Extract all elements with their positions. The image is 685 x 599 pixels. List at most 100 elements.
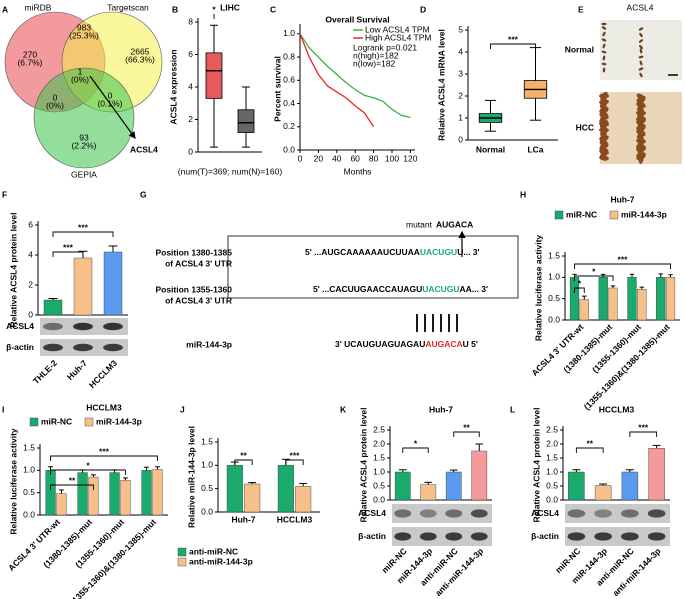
bar [295,486,312,513]
y-tick-label: 0.4 [283,98,295,108]
panel-letter: E [578,4,584,14]
ihc-stain [601,50,607,54]
y-tick-label: 0 [28,309,33,319]
ihc-stain [601,38,607,42]
panel-letter: C [270,4,276,14]
x-tick-label: anti-miR-144-3p [433,546,485,598]
venn-set-label: miRDB [25,2,52,12]
significance-bracket [52,251,84,257]
sequence-label: Position 1355-1360 [155,284,232,294]
significance-bracket [234,459,253,465]
sequence-part: UACUGU [422,284,459,294]
bar [627,277,637,321]
sequence-part: 3' UCAUGUAGUAGAU [335,339,425,349]
sequence-part: AUGACA [425,339,462,349]
venn-percent: (0%) [46,100,64,110]
survival-line [299,33,375,128]
x-axis-label: (num(T)=369; num(N)=160) [178,166,283,176]
sequence-label: miR-144-3p [186,339,232,349]
x-tick-label: THLE-2 [31,358,59,386]
legend-swatch [29,417,39,427]
blot [565,527,670,546]
ihc-row-label: Normal [565,44,594,54]
ihc-stain [639,32,643,38]
bar [471,450,488,501]
ihc-stain [638,96,644,106]
blot [392,527,492,546]
y-tick-label: 1.5 [201,436,213,446]
bar [621,471,639,501]
legend-label: miR-144-3p [621,209,667,219]
significance-label: * [414,438,418,448]
significance-label: * [578,278,582,288]
bar [120,479,131,516]
y-axis-label: Relative luciferase activity [533,235,543,342]
annotation: n(high)=182 [353,50,399,60]
blot-band [470,532,488,541]
legend-swatch [554,210,564,220]
bar [226,465,243,513]
significance-label: *** [508,34,519,44]
x-tick-label: 60 [350,153,360,163]
ihc-stain [639,72,643,78]
venn-annotation: ACSL4 [130,144,158,154]
ihc-stain [601,22,607,26]
y-tick-label: 0 [188,146,193,156]
y-tick-label: 6 [28,219,33,229]
bar [277,465,294,513]
venn-count: 2665 [131,46,150,56]
legend-label: miR-144-3p [96,416,142,426]
blot-band [43,322,63,331]
significance-bracket [629,431,658,437]
y-tick-label: 1.0 [548,272,560,282]
significance-label: ** [240,450,247,460]
x-axis-label: Months [344,166,372,176]
significance-label: *** [290,450,301,460]
ihc-stain [600,120,608,128]
mutant-label: mutant [406,219,433,229]
bar [665,277,676,321]
blot-band [419,509,437,518]
bar [43,299,63,316]
significance-bracket [402,447,429,453]
y-tick-label: 0.0 [283,144,295,154]
blot-band [594,509,612,518]
bar [152,469,163,516]
venn-set-label: Targetscan [107,2,149,12]
bar [56,493,67,516]
blot-band [470,509,488,518]
significance-label: *** [63,242,74,252]
y-axis-label: Relative ACSL4 mRNA level [436,29,446,141]
y-tick-label: 1.0 [23,465,35,475]
significance-bracket [50,455,158,461]
x-tick-label: 0 [298,153,303,163]
ihc-stain [601,26,607,30]
venn-percent: (6.7%) [17,57,42,67]
bar [608,287,618,321]
ihc-stain [638,55,644,59]
panel-letter: I [2,404,4,414]
significance-label: * [212,4,216,14]
x-tick-label: HCCLM3 [87,358,119,390]
y-tick-label: 1.5 [548,250,560,260]
y-tick-label: 0.5 [548,293,560,303]
y-tick-label: 3 [458,68,463,78]
ihc-stain [639,44,643,50]
significance-label: *** [78,222,89,232]
ihc-stain [599,146,609,154]
bar [394,471,411,501]
blot-label: ACSL4 [358,508,386,518]
panel-letter: L [510,404,515,414]
y-axis-label: Relative ACSL4 protein level [8,213,18,328]
x-tick-label: 120 [403,153,417,163]
bar [445,471,462,501]
ihc-stain [602,31,606,37]
bar [103,251,123,316]
significance-bracket [285,459,304,465]
ihc-stain [600,127,608,137]
y-tick-label: 2 [28,279,33,289]
bar [637,289,647,321]
y-tick-label: 0.6 [283,75,295,85]
x-tick-label: Normal [476,144,505,154]
blot-band [567,532,586,541]
